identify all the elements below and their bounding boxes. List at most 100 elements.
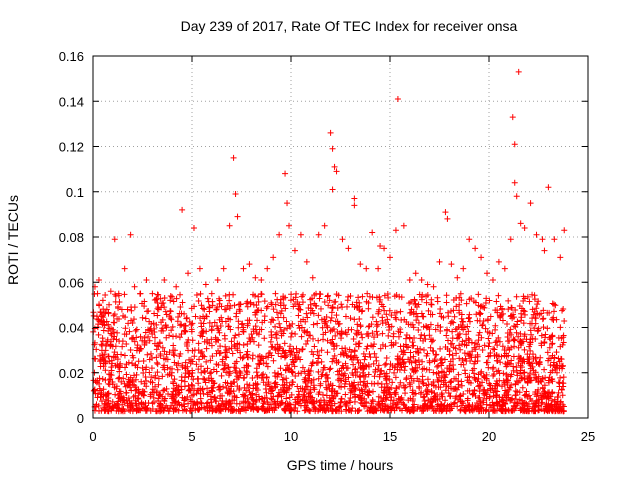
grid-lines: [93, 56, 588, 418]
band-point: [203, 400, 210, 407]
band-point: [492, 326, 499, 333]
band-point: [155, 375, 162, 382]
band-point: [221, 332, 228, 339]
band-point: [182, 328, 189, 335]
band-point: [281, 381, 288, 388]
band-point: [436, 310, 443, 317]
band-point: [212, 334, 219, 341]
band-point: [546, 344, 553, 351]
band-point: [425, 307, 432, 314]
band-point: [493, 378, 500, 385]
band-point: [531, 296, 538, 303]
band-point: [442, 374, 449, 381]
band-point: [354, 321, 361, 328]
band-point: [416, 291, 423, 298]
band-point: [518, 310, 525, 317]
band-point: [550, 314, 557, 321]
band-point: [225, 385, 232, 392]
band-point: [420, 347, 427, 354]
band-point: [321, 399, 328, 406]
band-point: [335, 376, 342, 383]
band-point: [534, 301, 541, 308]
band-point: [535, 373, 542, 380]
band-point: [532, 354, 539, 361]
band-point: [302, 379, 309, 386]
band-point: [475, 383, 482, 390]
band-point: [211, 380, 218, 387]
data-point: [507, 236, 514, 243]
band-point: [176, 334, 183, 341]
band-point: [174, 318, 181, 325]
band-point: [175, 399, 182, 406]
band-point: [296, 391, 303, 398]
data-point: [230, 154, 237, 161]
band-point: [555, 389, 562, 396]
band-point: [455, 334, 462, 341]
band-point: [555, 379, 562, 386]
band-point: [552, 366, 559, 373]
band-point: [364, 343, 371, 350]
band-point: [194, 398, 201, 405]
band-point: [246, 335, 253, 342]
band-point: [499, 317, 506, 324]
band-point: [560, 380, 567, 387]
band-point: [333, 359, 340, 366]
band-point: [424, 376, 431, 383]
band-point: [342, 391, 349, 398]
band-point: [161, 362, 168, 369]
band-point: [450, 307, 457, 314]
band-point: [456, 342, 463, 349]
band-point: [277, 310, 284, 317]
band-point: [384, 316, 391, 323]
band-point: [201, 368, 208, 375]
data-point: [454, 274, 461, 281]
band-point: [216, 350, 223, 357]
data-point: [394, 95, 401, 102]
band-point: [516, 302, 523, 309]
data-point: [539, 236, 546, 243]
band-point: [458, 311, 465, 318]
band-point: [259, 403, 266, 410]
band-point: [298, 333, 305, 340]
band-point: [376, 306, 383, 313]
band-point: [303, 340, 310, 347]
band-point: [177, 291, 184, 298]
band-point: [96, 380, 103, 387]
band-point: [502, 407, 509, 414]
band-point: [189, 320, 196, 327]
x-tick-label: 0: [89, 429, 96, 444]
data-point: [303, 258, 310, 265]
band-point: [412, 390, 419, 397]
band-point: [374, 401, 381, 408]
band-point: [185, 382, 192, 389]
band-point: [396, 360, 403, 367]
band-point: [367, 404, 374, 411]
band-point: [474, 341, 481, 348]
band-point: [305, 304, 312, 311]
band-point: [352, 385, 359, 392]
band-point: [433, 351, 440, 358]
band-point: [496, 338, 503, 345]
band-point: [299, 346, 306, 353]
band-point: [105, 327, 112, 334]
band-point: [468, 295, 475, 302]
band-point: [535, 325, 542, 332]
band-point: [215, 327, 222, 334]
band-point: [113, 385, 120, 392]
band-point: [360, 372, 367, 379]
data-point: [357, 261, 364, 268]
band-point: [375, 362, 382, 369]
band-point: [283, 395, 290, 402]
band-point: [261, 335, 268, 342]
band-point: [477, 310, 484, 317]
band-point: [464, 397, 471, 404]
band-point: [461, 367, 468, 374]
band-point: [115, 405, 122, 412]
band-point: [192, 407, 199, 414]
band-point: [324, 324, 331, 331]
band-point: [474, 358, 481, 365]
band-point: [443, 408, 450, 415]
band-point: [277, 400, 284, 407]
band-point: [535, 407, 542, 414]
band-point: [339, 304, 346, 311]
